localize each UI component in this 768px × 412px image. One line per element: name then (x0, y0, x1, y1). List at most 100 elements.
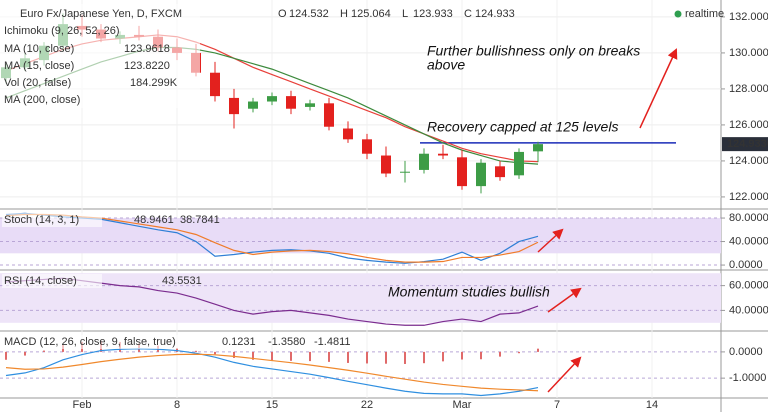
histogram-bar (461, 351, 463, 360)
histogram-bar (480, 351, 482, 360)
ohlc-value: 124.532 (289, 8, 329, 20)
histogram-bar (518, 351, 520, 354)
legend-item: Vol (20, false) (4, 77, 71, 89)
legend-bg (2, 274, 102, 288)
histogram-bar (271, 351, 273, 361)
ohlc-value: 123.933 (413, 8, 453, 20)
legend-item: MA (15, close) (4, 60, 74, 72)
histogram-bar (176, 347, 178, 352)
candle-body (400, 171, 410, 173)
histogram-bar (290, 351, 292, 361)
y-tick-label: 130.0000 (729, 47, 768, 59)
annotation: Momentum studies bullish (388, 284, 550, 300)
candle-body (286, 96, 296, 109)
legend-value: 0.1231 (222, 336, 256, 348)
legend-value: 48.9461 (134, 214, 174, 226)
legend-value: -1.4811 (314, 336, 351, 348)
price-tag-label: 124.9330 (727, 138, 768, 150)
legend-bg (2, 213, 102, 227)
candle-body (362, 139, 372, 154)
histogram-bar (233, 351, 235, 358)
candle-body (457, 157, 467, 187)
candle-body (248, 101, 258, 109)
band (0, 273, 721, 323)
histogram-bar (385, 351, 387, 364)
histogram-bar (252, 351, 254, 360)
histogram-bar (366, 351, 368, 364)
candle-body (267, 96, 277, 102)
legend-item: MA (10, close) (4, 43, 74, 55)
histogram-bar (442, 351, 444, 362)
histogram-bar (309, 351, 311, 362)
status-dot (674, 10, 682, 18)
candle-body (438, 153, 448, 156)
y-tick-label: 40.0000 (729, 235, 768, 247)
pane-title: MACD (12, 26, close, 9, false, true) (4, 336, 176, 348)
overlay-layer: 124.9330Euro Fx/Japanese Yen, D, FXCMO12… (0, 4, 768, 393)
histogram-bar (347, 351, 349, 363)
ohlc-letter: O (278, 8, 287, 20)
y-tick-label: 0.0000 (729, 259, 763, 271)
histogram-bar (5, 351, 7, 360)
ohlc-letter: H (340, 8, 348, 20)
y-tick-label: 40.0000 (729, 304, 768, 316)
y-tick-label: 132.0000 (729, 11, 768, 23)
y-tick-label: 80.0000 (729, 212, 768, 224)
pane-title: RSI (14, close) (4, 275, 77, 287)
histogram-bar (328, 351, 330, 362)
legend-value: 123.9618 (124, 43, 170, 55)
candle-body (495, 166, 505, 178)
histogram-bar (195, 350, 197, 352)
ohlc-letter: C (464, 8, 472, 20)
candle-body (324, 103, 334, 127)
x-tick-label: 15 (266, 399, 278, 411)
band (0, 218, 721, 254)
volume-value: 184.299K (130, 77, 178, 89)
x-tick-label: 8 (174, 399, 180, 411)
legend-bg (2, 335, 202, 349)
candle-body (229, 97, 239, 115)
candle-body (476, 162, 486, 187)
ohlc-value: 125.064 (351, 8, 391, 20)
legend-value: -1.3580 (268, 336, 305, 348)
x-tick-label: 14 (646, 399, 658, 411)
histogram-bar (24, 351, 26, 356)
annotation: Recovery capped at 125 levels (427, 119, 618, 135)
histogram-bar (404, 351, 406, 364)
histogram-bar (537, 348, 539, 352)
candle-body (533, 144, 543, 152)
legend-value: 43.5531 (162, 275, 202, 287)
annotation: above (427, 57, 465, 73)
pane-title: Stoch (14, 3, 1) (4, 214, 79, 226)
legend-item: MA (200, close) (4, 94, 80, 106)
y-tick-label: 122.0000 (729, 191, 768, 203)
arrow (547, 287, 582, 313)
histogram-bar (423, 351, 425, 364)
y-tick-label: 0.0000 (729, 346, 763, 358)
x-tick-label: Mar (453, 399, 472, 411)
candle-body (305, 103, 315, 107)
arrow (537, 228, 564, 253)
histogram-bar (43, 350, 45, 352)
y-tick-label: -1.0000 (729, 372, 766, 384)
chart-title: Euro Fx/Japanese Yen, D, FXCM (20, 8, 182, 20)
y-tick-label: 126.0000 (729, 119, 768, 131)
legend-value: 38.7841 (180, 214, 220, 226)
y-tick-label: 128.0000 (729, 83, 768, 95)
status: realtime (685, 8, 724, 20)
legend-item: Ichimoku (9, 26, 52, 26) (4, 25, 120, 37)
candle-body (419, 153, 429, 170)
y-tick-label: 60.0000 (729, 280, 768, 292)
price-tag (722, 137, 768, 152)
candle-body (343, 128, 353, 140)
candle-body (514, 151, 524, 176)
indicator-line (5, 348, 539, 397)
annotation: Further bullishness only on breaks (427, 43, 640, 59)
indicator-line (5, 353, 539, 392)
x-tick-label: Feb (73, 399, 92, 411)
histogram-bar (214, 351, 216, 355)
y-tick-label: 124.0000 (729, 155, 768, 167)
ohlc-value: 124.933 (475, 8, 515, 20)
